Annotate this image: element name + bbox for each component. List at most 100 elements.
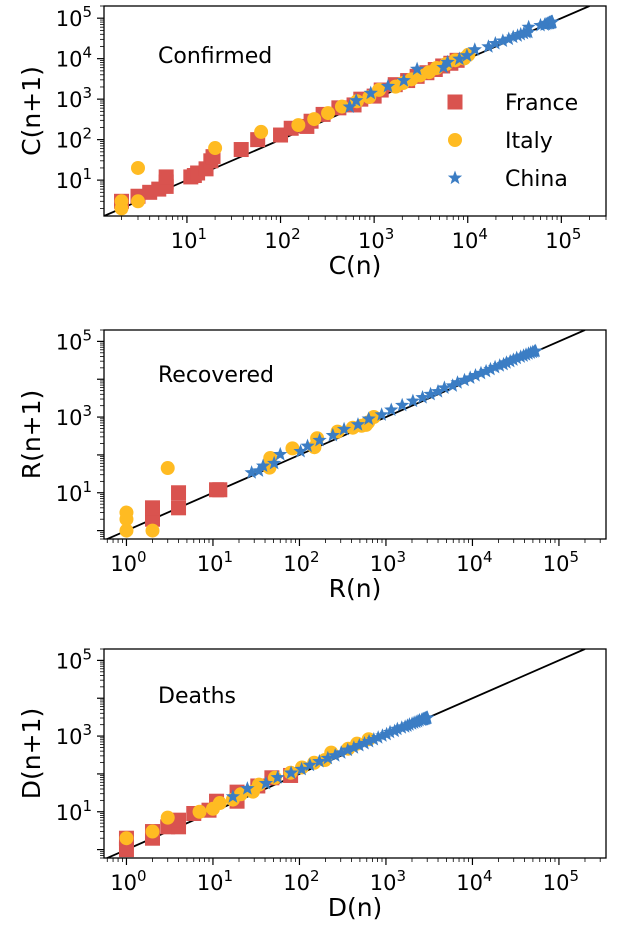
data-point bbox=[492, 358, 507, 372]
data-point bbox=[225, 789, 241, 803]
data-point bbox=[346, 740, 362, 754]
data-point bbox=[293, 443, 308, 458]
data-point bbox=[468, 368, 483, 382]
data-point bbox=[415, 390, 430, 404]
data-point bbox=[357, 735, 372, 750]
data-point bbox=[405, 393, 421, 408]
data-point bbox=[545, 14, 560, 29]
data-point bbox=[192, 804, 207, 819]
legend-marker bbox=[447, 94, 463, 110]
x-tick-label: 102 bbox=[283, 867, 319, 895]
x-tick-label: 104 bbox=[452, 225, 488, 253]
y-axis-title: D(n+1) bbox=[17, 708, 46, 799]
y-tick-label: 103 bbox=[56, 721, 92, 749]
legend-label: Italy bbox=[505, 129, 553, 154]
data-point bbox=[352, 737, 367, 752]
plot-frame bbox=[103, 329, 607, 540]
x-tick-label: 104 bbox=[456, 867, 492, 895]
y-tick-label: 101 bbox=[56, 478, 92, 506]
data-point bbox=[144, 500, 160, 516]
legend-marker bbox=[447, 170, 463, 185]
data-point bbox=[452, 51, 467, 66]
data-point bbox=[340, 742, 355, 757]
panel-label: Confirmed bbox=[158, 44, 272, 69]
x-tick-label: 102 bbox=[264, 225, 300, 253]
data-point bbox=[488, 36, 503, 50]
data-point bbox=[283, 765, 299, 780]
data-point bbox=[312, 432, 327, 447]
data-point bbox=[119, 505, 134, 520]
x-axis-title: R(n) bbox=[329, 574, 382, 603]
data-point bbox=[521, 19, 536, 34]
data-point bbox=[390, 721, 405, 736]
data-point bbox=[118, 842, 134, 858]
data-point bbox=[380, 78, 396, 93]
data-point bbox=[450, 375, 465, 389]
x-tick-label: 105 bbox=[545, 225, 581, 253]
panel-deaths: 100 101 102 103 104 105 101 103 105 D(n) D(n+1) Dea… bbox=[17, 645, 607, 922]
data-point bbox=[463, 370, 478, 384]
data-point bbox=[312, 753, 327, 768]
x-tick-label: 103 bbox=[358, 225, 394, 253]
data-point bbox=[320, 750, 335, 765]
data-point bbox=[291, 118, 306, 133]
data-point bbox=[251, 463, 267, 477]
panel-confirmed: 101 102 103 104 105 101 102 103 104 105 C(n) C(n+1)… bbox=[17, 3, 607, 280]
data-point bbox=[487, 359, 503, 374]
data-point bbox=[233, 142, 249, 158]
data-point bbox=[375, 728, 390, 742]
data-point bbox=[423, 386, 438, 401]
x-tick-label: 103 bbox=[370, 867, 406, 895]
data-point bbox=[114, 194, 129, 209]
data-point bbox=[366, 731, 381, 746]
y-tick-label: 104 bbox=[56, 44, 92, 72]
data-point bbox=[501, 31, 516, 46]
data-point bbox=[361, 411, 376, 426]
data-point bbox=[481, 39, 496, 53]
x-tick-label: 102 bbox=[283, 548, 319, 576]
data-point bbox=[384, 402, 399, 417]
y-axis-title: C(n+1) bbox=[17, 66, 46, 156]
data-point bbox=[350, 417, 366, 431]
y-tick-label: 105 bbox=[56, 3, 92, 31]
data-point bbox=[273, 446, 288, 461]
data-point bbox=[349, 93, 364, 107]
x-tick-label: 105 bbox=[543, 867, 579, 895]
data-point bbox=[254, 124, 269, 139]
data-point bbox=[145, 824, 160, 839]
y-tick-label: 105 bbox=[56, 645, 92, 673]
data-point bbox=[160, 810, 175, 825]
data-point bbox=[171, 485, 187, 501]
y-tick-label: 102 bbox=[56, 125, 92, 153]
y-tick-label: 103 bbox=[56, 402, 92, 430]
data-point bbox=[158, 169, 174, 185]
data-point bbox=[467, 42, 482, 56]
data-point bbox=[119, 523, 134, 538]
data-point bbox=[495, 33, 510, 47]
data-point bbox=[473, 365, 489, 380]
series-china bbox=[244, 343, 543, 479]
data-point bbox=[240, 781, 255, 795]
data-point bbox=[334, 745, 349, 759]
data-point bbox=[379, 726, 394, 741]
data-point bbox=[372, 82, 387, 97]
data-point bbox=[171, 500, 187, 516]
panel-recovered: 100 101 102 103 104 105 101 103 105 R(n) R(n+1) Rec… bbox=[17, 326, 607, 603]
data-point bbox=[342, 99, 357, 113]
data-point bbox=[325, 427, 340, 442]
series-china bbox=[225, 710, 435, 803]
data-point bbox=[307, 112, 322, 127]
series-france bbox=[144, 482, 228, 527]
data-point bbox=[160, 461, 175, 476]
data-point bbox=[285, 441, 300, 456]
data-point bbox=[321, 106, 336, 121]
x-tick-label: 105 bbox=[543, 548, 579, 576]
y-tick-label: 103 bbox=[56, 84, 92, 112]
data-point bbox=[506, 29, 521, 44]
data-point bbox=[430, 384, 446, 398]
x-tick-label: 100 bbox=[110, 867, 146, 895]
data-point bbox=[483, 361, 498, 376]
data-point bbox=[374, 407, 389, 421]
legend-label: China bbox=[505, 167, 568, 192]
x-axis-title: D(n) bbox=[328, 893, 383, 922]
